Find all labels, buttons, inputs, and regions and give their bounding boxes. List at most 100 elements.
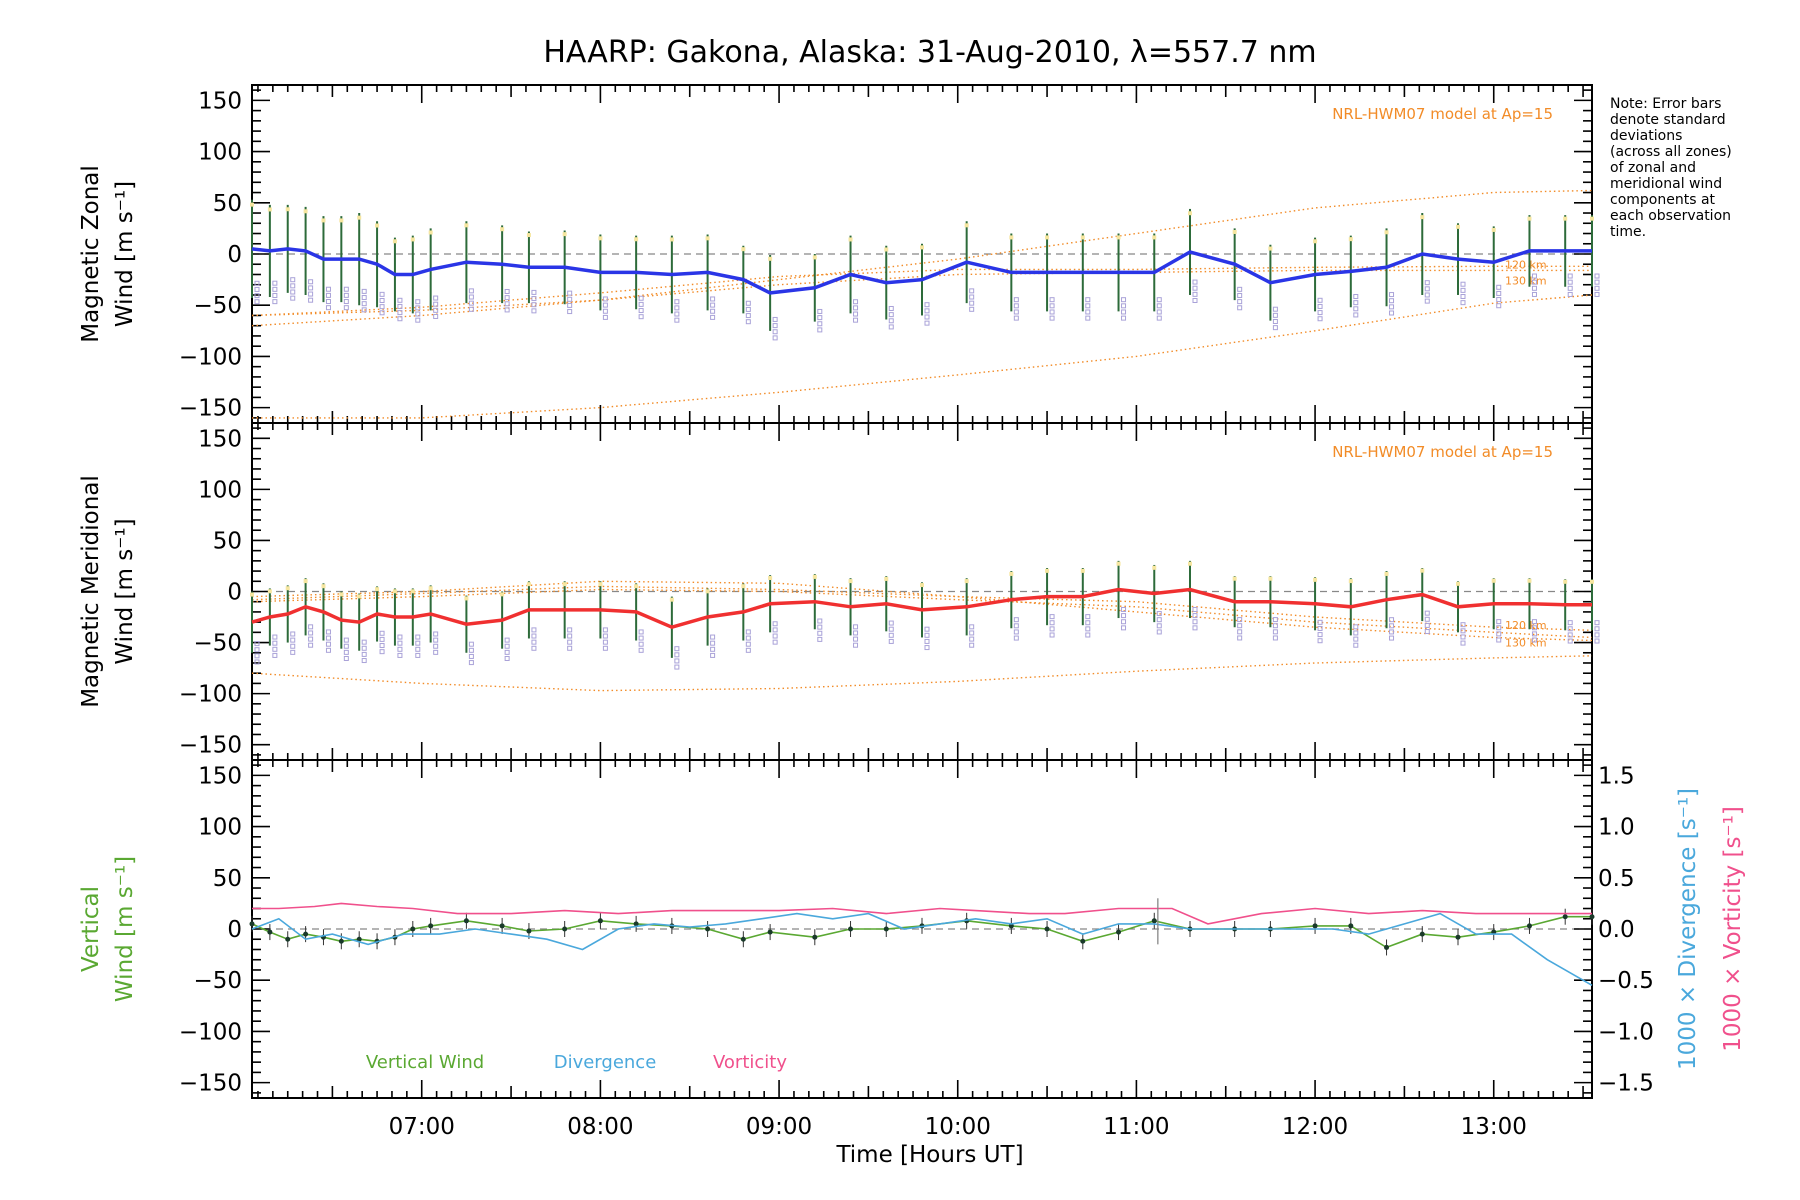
- zone-point: [415, 311, 421, 317]
- zone-point: [1531, 631, 1537, 637]
- zone-point: [1156, 297, 1162, 303]
- zone-point: [1013, 617, 1019, 623]
- zone-point: [1272, 635, 1278, 641]
- zone-point: [433, 637, 439, 643]
- zone-point: [531, 289, 537, 295]
- zone-point: [710, 640, 716, 646]
- zone-point: [1013, 303, 1019, 309]
- zone-point: [674, 317, 680, 323]
- zone-point: [325, 641, 331, 647]
- zone-point-top: [964, 579, 969, 584]
- zone-point: [602, 633, 608, 639]
- zone-point: [1531, 291, 1537, 297]
- zone-point-top: [1527, 578, 1532, 583]
- model-curve-mid_130: [251, 588, 1593, 639]
- zone-point: [308, 279, 314, 285]
- zone-point: [1013, 297, 1019, 303]
- zone-point: [888, 312, 894, 318]
- zone-point: [969, 306, 975, 312]
- zone-point-top: [428, 586, 433, 591]
- zone-point: [308, 630, 314, 636]
- zone-point-top: [562, 232, 567, 237]
- zone-point: [853, 299, 859, 305]
- zone-point: [1353, 306, 1359, 312]
- zone-point: [888, 318, 894, 324]
- zone-point: [772, 316, 778, 322]
- zone-point: [325, 629, 331, 635]
- zone-point: [1460, 294, 1466, 300]
- zone-point-top: [1188, 561, 1192, 566]
- zone-point: [343, 643, 349, 649]
- zone-point: [343, 292, 349, 298]
- zone-point: [290, 289, 296, 295]
- zone-point: [1121, 315, 1127, 321]
- zone-point: [254, 299, 260, 305]
- model-curve-upper: [251, 580, 1593, 642]
- zone-point: [745, 300, 751, 306]
- zone-point: [1567, 620, 1573, 626]
- zone-point-top: [375, 587, 380, 592]
- zone-point: [1353, 636, 1359, 642]
- zone-point: [1496, 303, 1502, 309]
- zone-point: [1594, 285, 1600, 291]
- zone-point: [379, 291, 385, 297]
- zone-point: [531, 302, 537, 308]
- zone-point-top: [1268, 576, 1273, 581]
- zone-point: [1192, 606, 1198, 612]
- zone-point: [1237, 635, 1243, 641]
- vertical-point: [1348, 923, 1354, 929]
- y2-tick-label: 0.0: [1598, 917, 1635, 943]
- zone-point: [468, 641, 474, 647]
- zone-point-top: [741, 584, 746, 589]
- km-label: 120 km: [1505, 619, 1547, 632]
- zone-point: [1049, 620, 1055, 626]
- zone-point: [924, 314, 930, 320]
- zone-point: [325, 292, 331, 298]
- zone-point-top: [321, 218, 326, 223]
- zone-point: [1594, 632, 1600, 638]
- zone-point: [1353, 630, 1359, 636]
- zone-point: [415, 652, 421, 658]
- zone-point: [325, 305, 331, 311]
- y-tick-label: 150: [198, 426, 242, 452]
- zone-point: [254, 280, 260, 286]
- zone-point: [531, 296, 537, 302]
- zone-point: [272, 646, 278, 652]
- y-tick-label: 100: [198, 140, 242, 166]
- zone-point: [1121, 309, 1127, 315]
- zone-point: [1424, 298, 1430, 304]
- zone-point: [1121, 625, 1127, 631]
- zone-point: [433, 649, 439, 655]
- meridional-wind-line: [251, 587, 1592, 630]
- zone-point: [924, 645, 930, 651]
- zone-point: [290, 637, 296, 643]
- zone-point: [817, 624, 823, 630]
- zone-point: [710, 302, 716, 308]
- zone-point-top: [920, 583, 924, 588]
- zone-point: [1567, 279, 1573, 285]
- y-tick-label: 100: [198, 815, 242, 841]
- zone-point-top: [1456, 581, 1460, 586]
- zone-point: [1531, 279, 1537, 285]
- zone-point: [1496, 631, 1502, 637]
- zone-point: [710, 652, 716, 658]
- zone-point: [924, 302, 930, 308]
- zone-point: [969, 294, 975, 300]
- y2-tick-label: −0.5: [1598, 968, 1654, 994]
- zone-point: [1237, 629, 1243, 635]
- zone-point: [1353, 300, 1359, 306]
- model-curve-mid_120: [251, 585, 1593, 631]
- zone-point: [1085, 297, 1091, 303]
- vertical-point: [1044, 926, 1050, 932]
- zone-point-top: [812, 574, 817, 579]
- vertical-point: [562, 926, 568, 932]
- zone-point: [745, 313, 751, 319]
- zone-point: [817, 618, 823, 624]
- zone-point-top: [285, 207, 290, 212]
- vertical-point: [249, 921, 255, 927]
- vertical-point: [633, 921, 639, 927]
- zone-point: [1317, 632, 1323, 638]
- zone-point: [602, 627, 608, 633]
- zone-point: [415, 299, 421, 305]
- vertical-point: [499, 923, 505, 929]
